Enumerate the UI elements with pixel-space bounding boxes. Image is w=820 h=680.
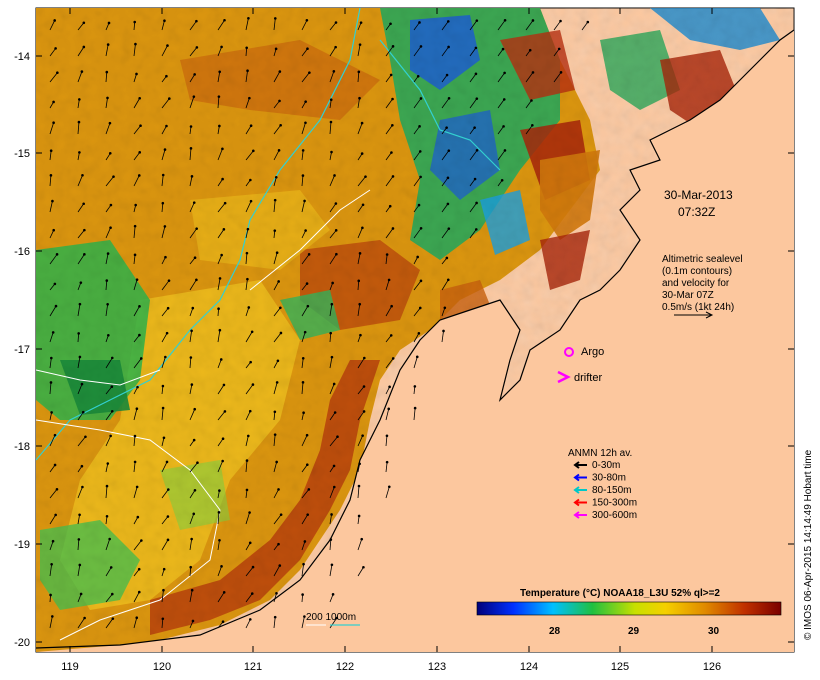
colorbar-tick-28: 28 [549,626,561,637]
argo-icon [564,347,574,357]
credit-text: © IMOS 06-Apr-2015 14:14:49 Hobart time [803,449,814,640]
longitude-axis: 119 120 121 122 123 124 125 126 [61,8,721,673]
contour-1000m [36,8,361,461]
lat-tick-label: -15 [14,148,30,160]
altimetry-line-5: 0.5m/s (1kt 24h) [662,302,734,313]
depth-legend: 200 1000m [306,612,356,623]
timestamp-date: 30-Mar-2013 [664,188,733,202]
lat-tick-label: -14 [14,51,30,63]
latitude-axis: -14 -15 -16 -17 -18 -19 -20 [14,51,794,649]
anmn-legend-item: 150-300m [592,498,637,509]
lat-tick-label: -16 [14,246,30,258]
lon-tick-label: 125 [611,661,629,673]
colorbar-tick-30: 30 [708,626,720,637]
lon-tick-label: 126 [703,661,721,673]
lon-tick-label: 120 [153,661,171,673]
lat-tick-label: -17 [14,344,30,356]
drifter-label: drifter [574,372,602,384]
altimetry-line-3: and velocity for [662,278,730,289]
sst-field [36,8,794,652]
lon-tick-label: 119 [61,661,79,673]
anmn-title: ANMN 12h av. [568,448,632,459]
anmn-legend-item: 0-30m [592,460,620,471]
lon-tick-label: 122 [336,661,354,673]
colorbar [476,601,782,616]
colorbar-tick-29: 29 [628,626,640,637]
drifter-icon [557,370,571,384]
altimetry-line-4: 30-Mar 07Z [662,290,714,301]
lat-tick-label: -19 [14,539,30,551]
lon-tick-label: 121 [244,661,262,673]
altimetry-line-1: Altimetric sealevel [662,254,743,265]
anmn-legend-item: 80-150m [592,485,631,496]
argo-label: Argo [581,346,604,358]
lon-tick-label: 124 [520,661,538,673]
lon-tick-label: 123 [428,661,446,673]
lat-tick-label: -18 [14,441,30,453]
anmn-legend-item: 30-80m [592,473,626,484]
altimetry-line-2: (0.1m contours) [662,266,732,277]
contour-200m [36,419,221,641]
colorbar-title: Temperature (°C) NOAA18_L3U 52% ql>=2 [520,588,720,599]
timestamp-time: 07:32Z [678,205,715,219]
anmn-legend-item: 300-600m [592,510,637,521]
lat-tick-label: -20 [14,637,30,649]
land-mass [36,8,794,652]
coastline [36,29,794,649]
velocity-arrows [49,16,590,629]
